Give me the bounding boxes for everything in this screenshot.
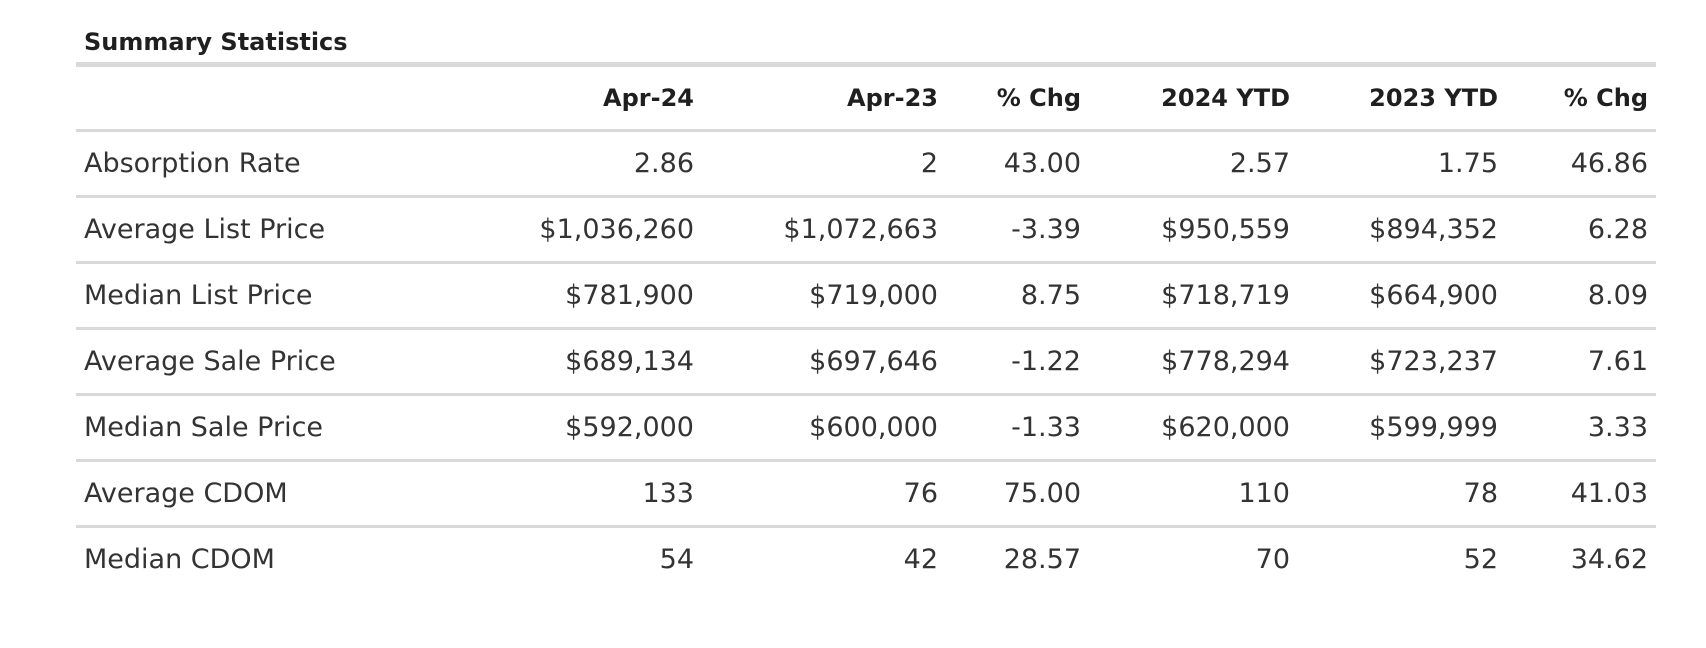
cell-pct-chg-ytd: 8.09 [1506,262,1656,330]
table-row: Average List Price $1,036,260 $1,072,663 -3… [76,196,1656,264]
cell-pct-chg-month: 28.57 [1003,544,1081,575]
cell-2023-ytd: $723,237 [1298,328,1506,396]
row-label: Median List Price [76,262,458,330]
panel-title: Summary Statistics [84,28,348,56]
cell-2023-ytd: $664,900 [1298,262,1506,330]
row-label: Average List Price [76,196,458,264]
cell-pct-chg-month: -1.22 [946,328,1089,396]
cell-2024-ytd: 110 [1089,460,1298,528]
column-header-pct-chg-ytd: % Chg [1506,64,1656,132]
cell-2024-ytd: 2.57 [1089,130,1298,198]
cell-2023-ytd: 52 [1463,544,1498,575]
cell-2023-ytd: $894,352 [1298,196,1506,264]
table-row: Median List Price $781,900 $719,000 8.75 $71… [76,262,1656,330]
cell-pct-chg-ytd: 46.86 [1506,130,1656,198]
column-header-apr-24: Apr-24 [458,64,702,132]
column-header-apr-23: Apr-23 [702,64,946,132]
table-row: Median Sale Price $592,000 $600,000 -1.33 $6… [76,394,1656,462]
row-label: Average CDOM [76,460,458,528]
column-header-pct-chg-month: % Chg [946,64,1089,132]
cell-apr-24: 54 [659,544,694,575]
cell-apr-23: $1,072,663 [702,196,946,264]
cell-pct-chg-month: 75.00 [946,460,1089,528]
cell-2024-ytd: $950,559 [1089,196,1298,264]
row-label: Absorption Rate [76,130,458,198]
cell-pct-chg-ytd: 41.03 [1506,460,1656,528]
cell-pct-chg-month: -3.39 [946,196,1089,264]
row-label: Median Sale Price [76,394,458,462]
cell-2023-ytd: 78 [1298,460,1506,528]
cell-apr-23: $600,000 [702,394,946,462]
row-label: Median CDOM [84,544,275,575]
cell-apr-24: 2.86 [458,130,702,198]
cell-apr-24: $1,036,260 [458,196,702,264]
table-row: Absorption Rate 2.86 2 43.00 2.57 1.75 46.86 [76,130,1656,198]
table-row: Median CDOM 54 42 28.57 70 52 34.62 [76,527,1656,592]
cell-apr-23: $719,000 [702,262,946,330]
cell-pct-chg-month: 43.00 [946,130,1089,198]
table-row: Average Sale Price $689,134 $697,646 -1.22 $… [76,328,1656,396]
cell-apr-24: 133 [458,460,702,528]
cell-pct-chg-ytd: 34.62 [1570,544,1648,575]
table-header-row: Apr-24 Apr-23 % Chg 2024 YTD 2023 YTD % … [76,64,1656,132]
cell-2023-ytd: $599,999 [1298,394,1506,462]
cell-apr-24: $592,000 [458,394,702,462]
cell-pct-chg-ytd: 7.61 [1506,328,1656,396]
column-header-metric [76,64,458,132]
column-header-2023-ytd: 2023 YTD [1298,64,1506,132]
summary-statistics-panel: Summary Statistics Apr-24 Apr-23 % Chg 2… [76,22,1656,591]
cell-apr-23: 2 [702,130,946,198]
cell-2024-ytd: $718,719 [1089,262,1298,330]
table-row: Average CDOM 133 76 75.00 110 78 41.03 [76,460,1656,528]
cell-pct-chg-month: -1.33 [946,394,1089,462]
table-body: Absorption Rate 2.86 2 43.00 2.57 1.75 46.86 Av… [76,130,1656,592]
cell-2024-ytd: 70 [1255,544,1290,575]
cell-pct-chg-month: 8.75 [946,262,1089,330]
cell-pct-chg-ytd: 3.33 [1506,394,1656,462]
cell-2024-ytd: $778,294 [1089,328,1298,396]
cell-pct-chg-ytd: 6.28 [1506,196,1656,264]
cell-apr-23: 42 [903,544,938,575]
cell-apr-23: 76 [702,460,946,528]
row-label: Average Sale Price [76,328,458,396]
cell-2024-ytd: $620,000 [1089,394,1298,462]
cell-apr-24: $781,900 [458,262,702,330]
cell-apr-24: $689,134 [458,328,702,396]
column-header-2024-ytd: 2024 YTD [1089,64,1298,132]
cell-apr-23: $697,646 [702,328,946,396]
summary-statistics-table: Apr-24 Apr-23 % Chg 2024 YTD 2023 YTD % … [76,62,1656,591]
cell-2023-ytd: 1.75 [1298,130,1506,198]
